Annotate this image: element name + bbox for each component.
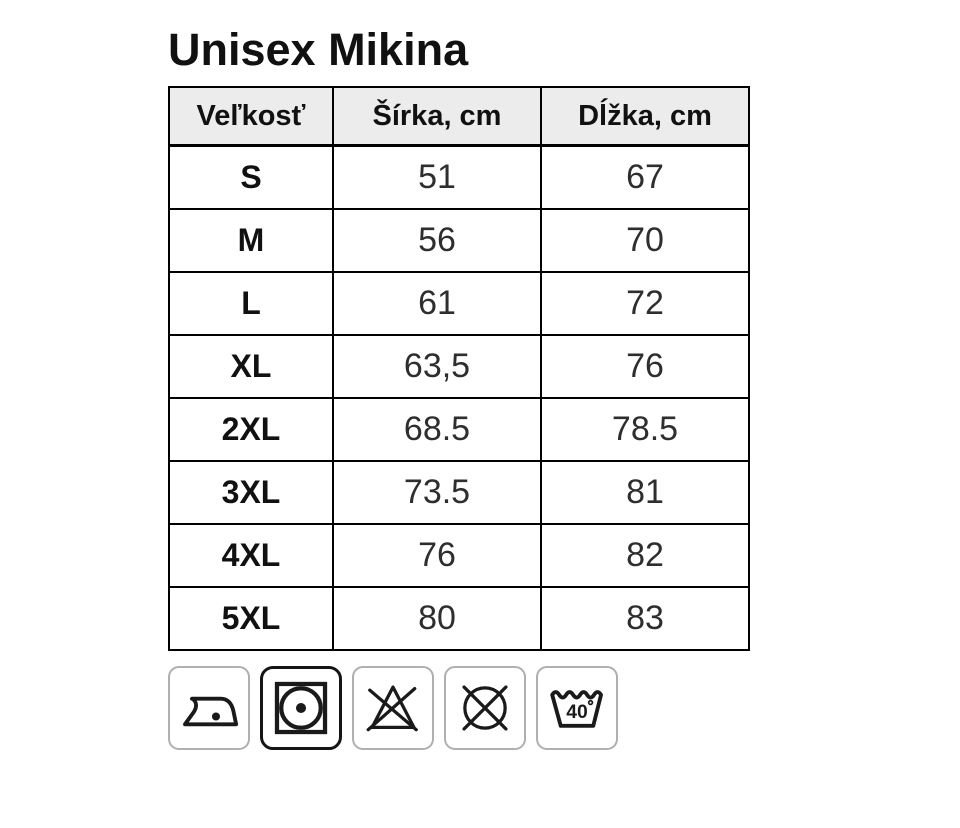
length-cell: 67 — [540, 144, 750, 210]
table-row: XL 63,5 76 — [168, 334, 750, 399]
table-row: M 56 70 — [168, 208, 750, 273]
table-row: 3XL 73.5 81 — [168, 460, 750, 525]
do-not-bleach-icon — [352, 666, 434, 750]
table-header-row: Veľkosť Šírka, cm Dĺžka, cm — [168, 86, 750, 147]
size-chart-page: Unisex Mikina Veľkosť Šírka, cm Dĺžka, c… — [168, 24, 750, 750]
length-cell: 78.5 — [540, 397, 750, 462]
do-not-dry-clean-icon — [444, 666, 526, 750]
size-cell: 3XL — [168, 460, 334, 525]
width-cell: 68.5 — [332, 397, 542, 462]
size-cell: 2XL — [168, 397, 334, 462]
width-cell: 56 — [332, 208, 542, 273]
size-cell: L — [168, 271, 334, 336]
wash-40-icon: 40 — [536, 666, 618, 750]
iron-icon — [168, 666, 250, 750]
care-symbols-row: 40 — [168, 666, 750, 750]
page-title: Unisex Mikina — [168, 24, 469, 75]
col-header-size: Veľkosť — [168, 86, 334, 147]
length-cell: 83 — [540, 586, 750, 651]
length-cell: 76 — [540, 334, 750, 399]
table-row: 2XL 68.5 78.5 — [168, 397, 750, 462]
size-cell: 4XL — [168, 523, 334, 588]
tumble-dry-icon — [260, 666, 342, 750]
col-header-length: Dĺžka, cm — [540, 86, 750, 147]
width-cell: 61 — [332, 271, 542, 336]
width-cell: 51 — [332, 144, 542, 210]
length-cell: 81 — [540, 460, 750, 525]
size-cell: XL — [168, 334, 334, 399]
length-cell: 82 — [540, 523, 750, 588]
width-cell: 73.5 — [332, 460, 542, 525]
width-cell: 63,5 — [332, 334, 542, 399]
size-table: Veľkosť Šírka, cm Dĺžka, cm S 51 67 M 56… — [168, 86, 750, 651]
table-row: 5XL 80 83 — [168, 586, 750, 651]
size-cell: S — [168, 144, 334, 210]
length-cell: 72 — [540, 271, 750, 336]
table-row: 4XL 76 82 — [168, 523, 750, 588]
table-row: L 61 72 — [168, 271, 750, 336]
table-row: S 51 67 — [168, 144, 750, 210]
length-cell: 70 — [540, 208, 750, 273]
wash-temperature-label: 40 — [566, 701, 588, 723]
size-cell: 5XL — [168, 586, 334, 651]
width-cell: 76 — [332, 523, 542, 588]
col-header-width: Šírka, cm — [332, 86, 542, 147]
width-cell: 80 — [332, 586, 542, 651]
degree-mark — [587, 699, 594, 706]
size-cell: M — [168, 208, 334, 273]
